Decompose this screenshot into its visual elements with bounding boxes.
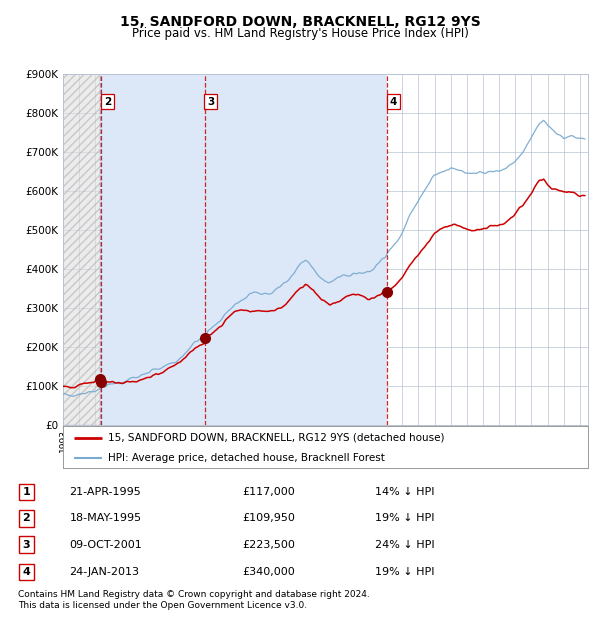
Text: HPI: Average price, detached house, Bracknell Forest: HPI: Average price, detached house, Brac… [107, 453, 385, 463]
Text: 15, SANDFORD DOWN, BRACKNELL, RG12 9YS: 15, SANDFORD DOWN, BRACKNELL, RG12 9YS [119, 16, 481, 30]
Text: 15, SANDFORD DOWN, BRACKNELL, RG12 9YS (detached house): 15, SANDFORD DOWN, BRACKNELL, RG12 9YS (… [107, 433, 444, 443]
Text: 19% ↓ HPI: 19% ↓ HPI [375, 513, 434, 523]
Text: 18-MAY-1995: 18-MAY-1995 [70, 513, 142, 523]
Text: 09-OCT-2001: 09-OCT-2001 [70, 539, 142, 549]
Text: 24% ↓ HPI: 24% ↓ HPI [375, 539, 434, 549]
Bar [101, 74, 205, 425]
Text: £340,000: £340,000 [242, 567, 295, 577]
Text: 2: 2 [23, 513, 30, 523]
Text: £109,950: £109,950 [242, 513, 295, 523]
Text: £223,500: £223,500 [242, 539, 295, 549]
Bar [205, 74, 387, 425]
Text: 2: 2 [104, 97, 111, 107]
Bar [63, 74, 100, 425]
Text: 3: 3 [23, 539, 30, 549]
Text: 4: 4 [389, 97, 397, 107]
Text: 24-JAN-2013: 24-JAN-2013 [70, 567, 140, 577]
Text: 21-APR-1995: 21-APR-1995 [70, 487, 142, 497]
Text: Price paid vs. HM Land Registry's House Price Index (HPI): Price paid vs. HM Land Registry's House … [131, 27, 469, 40]
Text: This data is licensed under the Open Government Licence v3.0.: This data is licensed under the Open Gov… [18, 601, 307, 611]
Text: 14% ↓ HPI: 14% ↓ HPI [375, 487, 434, 497]
Text: 4: 4 [22, 567, 31, 577]
Text: 3: 3 [207, 97, 214, 107]
Text: Contains HM Land Registry data © Crown copyright and database right 2024.: Contains HM Land Registry data © Crown c… [18, 590, 370, 600]
Text: 19% ↓ HPI: 19% ↓ HPI [375, 567, 434, 577]
Text: £117,000: £117,000 [242, 487, 295, 497]
Text: 1: 1 [23, 487, 30, 497]
Bar [100, 74, 101, 425]
